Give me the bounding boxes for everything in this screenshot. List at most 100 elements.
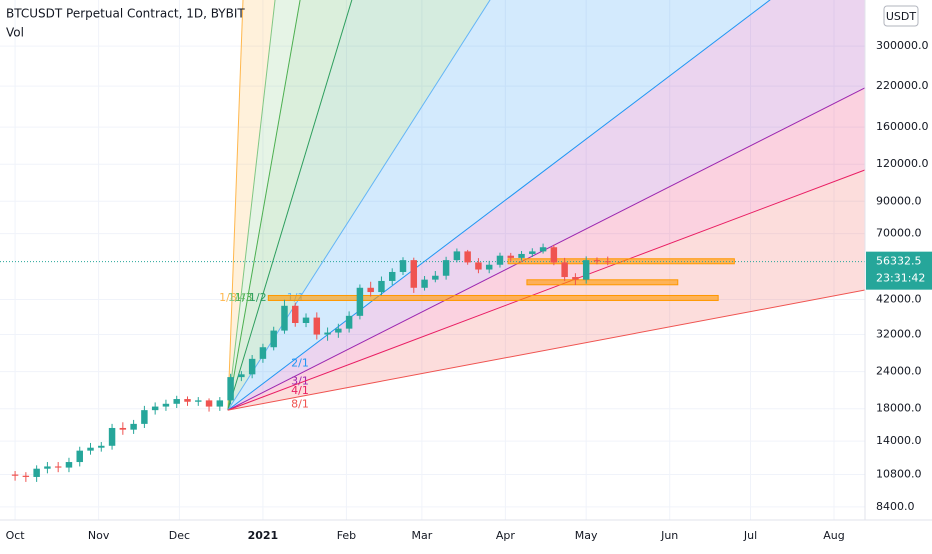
support-zone <box>267 294 719 301</box>
candle-body <box>87 447 94 451</box>
candle-body <box>33 468 40 477</box>
fan-label: 1/3 <box>235 291 253 304</box>
support-zone <box>526 279 679 286</box>
candle-body <box>259 347 267 359</box>
x-tick-label: Oct <box>6 529 26 542</box>
chart-title: BTCUSDT Perpetual Contract, 1D, BYBIT <box>6 7 245 21</box>
candle-body <box>432 275 439 280</box>
candle-body <box>410 260 418 288</box>
candle-body <box>529 251 536 254</box>
fan-fill <box>227 0 865 411</box>
y-tick-label: 14000.0 <box>876 434 922 447</box>
candle-body <box>399 260 407 272</box>
candle-body <box>292 305 299 323</box>
x-tick-label: Dec <box>169 529 190 542</box>
candle-body <box>518 253 525 258</box>
y-tick-label: 220000.0 <box>876 79 929 92</box>
candle-body <box>367 287 374 293</box>
last-price-badge <box>866 251 932 290</box>
indicator-label: Vol <box>6 26 24 40</box>
candle-body <box>442 260 450 276</box>
plot-area: 1/81/41/31/21/12/13/14/18/1 <box>0 0 865 520</box>
candle-body <box>216 400 224 407</box>
y-tick-label: 70000.0 <box>876 227 922 240</box>
x-tick-label: 2021 <box>248 529 279 542</box>
x-tick-label: May <box>575 529 598 542</box>
candle-body <box>324 332 331 335</box>
candle-body <box>345 315 353 329</box>
x-tick-label: Aug <box>823 529 844 542</box>
candle-body <box>76 450 83 463</box>
candle-body <box>593 260 601 262</box>
countdown-label: 23:31:42 <box>876 272 925 285</box>
candle-body <box>44 466 51 469</box>
candle-body <box>302 317 310 323</box>
candle-body <box>572 277 579 280</box>
y-tick-label: 90000.0 <box>876 194 922 207</box>
candle-body <box>65 462 73 468</box>
candle-body <box>313 317 321 335</box>
candle-body <box>119 427 127 430</box>
last-price-label: 56332.5 <box>876 255 922 268</box>
candle-body <box>141 410 148 424</box>
y-tick-label: 10800.0 <box>876 468 922 481</box>
candle-body <box>281 305 288 331</box>
y-tick-label: 18000.0 <box>876 402 922 415</box>
candle-body <box>162 403 170 407</box>
y-tick-label: 120000.0 <box>876 157 929 170</box>
candle-body <box>22 475 30 477</box>
y-tick-label: 24000.0 <box>876 365 922 378</box>
fan-label: 1/4 <box>228 291 246 304</box>
candle-body <box>388 271 396 281</box>
fan-label: 2/1 <box>291 357 309 370</box>
candle-body <box>173 399 180 404</box>
currency-badge[interactable] <box>883 5 919 27</box>
candle-body <box>227 377 234 401</box>
candle-body <box>496 255 504 265</box>
candle-body <box>378 280 385 293</box>
fan-label: 4/1 <box>291 384 309 397</box>
candle-body <box>356 287 364 316</box>
candle-body <box>561 262 568 278</box>
y-tick-label: 8400.0 <box>876 500 915 513</box>
candle-body <box>335 328 342 333</box>
fan-label: 1/8 <box>219 291 237 304</box>
x-tick-label: Mar <box>411 529 432 542</box>
candle-body <box>539 247 547 252</box>
candle-body <box>270 330 277 348</box>
x-tick-label: Feb <box>337 529 356 542</box>
candle-body <box>108 427 116 446</box>
candle-body <box>550 247 558 263</box>
x-tick-label: Jun <box>660 529 678 542</box>
fan-label: 1/2 <box>249 291 267 304</box>
y-tick-label: 42000.0 <box>876 292 922 305</box>
y-tick-label: 300000.0 <box>876 39 929 52</box>
candle-body <box>464 251 471 263</box>
candle-body <box>130 423 137 430</box>
candle-body <box>582 260 590 280</box>
candle-body <box>421 279 428 288</box>
candle-body <box>98 445 105 448</box>
candle-body <box>54 466 62 468</box>
candle-body <box>485 264 493 270</box>
candle-body <box>205 400 213 407</box>
x-tick-label: Apr <box>496 529 516 542</box>
candle-body <box>238 374 245 378</box>
candle-body <box>453 251 461 261</box>
candle-body <box>151 406 159 411</box>
x-tick-label: Nov <box>88 529 110 542</box>
y-tick-label: 32000.0 <box>876 328 922 341</box>
candle-body <box>195 400 202 402</box>
axes: 300000.0 220000.0 160000.0 120000.0 90000.0 7… <box>6 39 932 542</box>
candle-body <box>11 474 19 476</box>
x-tick-label: Jul <box>743 529 757 542</box>
candle-body <box>604 261 611 263</box>
candle-body <box>248 358 256 375</box>
candle-body <box>475 262 482 270</box>
candle-body <box>184 399 191 402</box>
currency-label[interactable]: USDT <box>886 10 917 23</box>
y-tick-label: 160000.0 <box>876 120 929 133</box>
candle-body <box>507 255 514 258</box>
